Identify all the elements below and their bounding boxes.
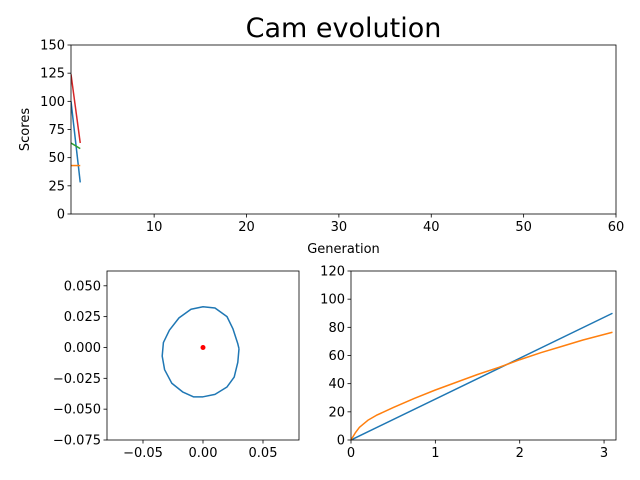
y-tick-label: 100 (40, 95, 65, 110)
series-line-1 (161, 306, 240, 398)
y-tick-label: 40 (328, 377, 345, 392)
plot-area (71, 74, 81, 183)
x-tick-label: 60 (608, 220, 625, 235)
x-tick-label: 10 (146, 220, 163, 235)
x-tick-label: 1 (431, 446, 439, 461)
y-tick-label: 60 (328, 349, 345, 364)
y-tick-label: 150 (40, 39, 65, 54)
y-tick-label: 0 (57, 208, 65, 223)
plot-area (351, 312, 613, 440)
y-tick-label: 50 (48, 151, 65, 166)
axes-frame (106, 270, 300, 441)
y-tick-label: 20 (328, 405, 345, 420)
y-tick-label: 0 (337, 434, 345, 449)
chart-title: Cam evolution (246, 13, 442, 44)
axes-frame (70, 44, 617, 215)
y-tick-label: 75 (48, 123, 65, 138)
x-tick-label: 2 (516, 446, 524, 461)
y-tick-label: 120 (320, 265, 345, 280)
y-tick-label: 0.050 (64, 279, 101, 294)
y-tick-label: 125 (40, 67, 65, 82)
x-tick-label: 0.05 (249, 446, 278, 461)
x-tick-label: 3 (600, 446, 608, 461)
plot-area (161, 306, 240, 398)
y-axis-label: Scores (18, 108, 33, 151)
x-axis-label: Generation (307, 242, 380, 257)
chart-3: 0 1 2 3 0 20 40 60 80 100 120 (320, 265, 617, 461)
x-tick-label: 30 (331, 220, 348, 235)
x-tick-label: 40 (423, 220, 440, 235)
y-tick-label: −0.050 (53, 403, 101, 418)
y-tick-label: −0.025 (53, 372, 101, 387)
x-tick-label: 0 (347, 446, 355, 461)
axes-frame (350, 270, 617, 441)
x-tick-label: −0.05 (123, 446, 163, 461)
chart-1: 10 20 30 40 50 60 0 25 50 75 100 125 150 Cam evolutio… (18, 13, 624, 257)
series-line-1 (351, 312, 613, 440)
series-line-2 (351, 331, 613, 440)
x-tick-label: 20 (238, 220, 255, 235)
chart-2: −0.05 0.00 0.05 −0.075 −0.050 −0.025 0.000 0.02… (53, 270, 300, 461)
x-tick-label: 50 (515, 220, 532, 235)
y-tick-label: 100 (320, 293, 345, 308)
x-tick-label: 0.00 (189, 446, 218, 461)
y-tick-label: 25 (48, 179, 65, 194)
y-tick-label: 80 (328, 321, 345, 336)
series-line-3 (71, 142, 81, 150)
series-line-1 (71, 101, 81, 183)
y-tick-label: 0.000 (64, 341, 101, 356)
y-tick-label: 0.025 (64, 310, 101, 325)
series-line-4 (71, 74, 81, 144)
series-point (200, 344, 206, 350)
y-tick-label: −0.075 (53, 434, 101, 449)
